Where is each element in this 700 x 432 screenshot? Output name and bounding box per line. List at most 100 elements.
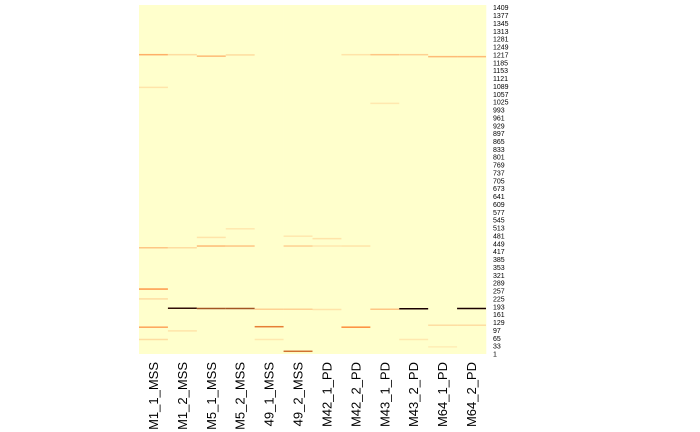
heatmap-column-4: [225, 5, 255, 354]
heatmap-column-8: [341, 5, 371, 354]
x-axis-tick-labels: M1_1_MSS M1_2_MSS M5_1_MSS M5_2_MSS 49_1_MSS…: [146, 362, 479, 430]
heatmap-cell: [196, 245, 226, 247]
y-axis-tick-labels: 1336597129161193225257289321353385417449…: [493, 5, 509, 358]
y-tick-label: 289: [493, 281, 505, 288]
y-tick-label: 833: [493, 147, 505, 154]
y-tick-label: 769: [493, 163, 505, 170]
y-tick-label: 33: [493, 344, 501, 351]
heatmap-cell: [254, 308, 284, 310]
heatmap-cell: [254, 338, 284, 341]
y-tick-label: 1217: [493, 52, 509, 59]
heatmap-cell: [457, 324, 486, 326]
y-tick-label: 577: [493, 210, 505, 217]
x-tick-label: M43_2_PD: [406, 362, 421, 427]
heatmap-cell: [457, 307, 486, 310]
heatmap-cell: [428, 324, 458, 326]
heatmap-cell: [167, 330, 197, 332]
heatmap-cell: [399, 308, 429, 310]
heatmap-column-6: [283, 5, 313, 354]
x-tick-label: M43_1_PD: [377, 362, 392, 427]
heatmap-column-10: [399, 5, 429, 354]
heatmap-cell: [283, 308, 313, 310]
x-tick-label: 49_1_MSS: [262, 362, 277, 427]
y-tick-label: 193: [493, 304, 505, 311]
heatmap-cell: [167, 307, 197, 309]
y-tick-label: 417: [493, 249, 505, 256]
heatmap-column-3: [196, 5, 227, 354]
heatmap-cell: [370, 308, 400, 310]
heatmap-cell: [370, 102, 400, 105]
heatmap-cell: [283, 245, 313, 247]
y-tick-label: 1121: [493, 76, 508, 83]
heatmap-column-11: [428, 5, 458, 354]
heatmap-cell: [283, 350, 313, 353]
heatmap-cell: [399, 338, 429, 341]
y-tick-label: 1409: [493, 5, 509, 12]
y-tick-label: 97: [493, 328, 501, 335]
y-tick-label: 737: [493, 170, 505, 177]
y-tick-label: 641: [493, 194, 505, 201]
y-tick-label: 929: [493, 123, 505, 130]
y-tick-label: 1377: [493, 13, 509, 20]
y-tick-label: 449: [493, 241, 505, 248]
heatmap-cell: [312, 245, 342, 247]
heatmap-cell: [139, 247, 168, 249]
heatmap-cells: [139, 5, 487, 354]
heatmap-cell: [428, 55, 458, 58]
y-tick-label: 705: [493, 178, 505, 185]
y-tick-label: 1313: [493, 29, 509, 36]
y-tick-label: 897: [493, 131, 505, 138]
y-tick-label: 1249: [493, 45, 509, 52]
heatmap-cell: [196, 307, 226, 310]
heatmap-cell: [196, 236, 226, 239]
heatmap-cell: [139, 86, 168, 89]
heatmap-column-9: [370, 5, 400, 354]
y-tick-label: 353: [493, 265, 505, 272]
y-tick-label: 65: [493, 336, 501, 343]
y-tick-label: 609: [493, 202, 505, 209]
x-tick-label: M5_1_MSS: [204, 362, 219, 430]
y-tick-label: 225: [493, 296, 505, 303]
x-tick-label: M42_2_PD: [348, 362, 363, 427]
y-tick-label: 1089: [493, 84, 509, 91]
heatmap-cell: [139, 338, 168, 341]
y-tick-label: 801: [493, 155, 505, 162]
heatmap-column-1: [139, 5, 169, 354]
y-tick-label: 1345: [493, 21, 509, 28]
heatmap-cell: [341, 53, 371, 56]
heatmap-column-5: [254, 5, 284, 354]
heatmap-cell: [225, 228, 255, 230]
y-tick-label: 513: [493, 226, 505, 233]
heatmap-cell: [139, 326, 168, 328]
y-tick-label: 993: [493, 108, 505, 115]
y-tick-label: 865: [493, 139, 505, 146]
heatmap-cell: [254, 325, 284, 328]
heatmap-cell: [341, 326, 371, 328]
heatmap-cell: [312, 237, 342, 240]
heatmap-cell: [225, 307, 255, 310]
y-tick-label: 1281: [493, 37, 509, 44]
y-tick-label: 1: [493, 352, 497, 359]
heatmap-cell: [139, 298, 168, 300]
y-tick-label: 673: [493, 186, 505, 193]
heatmap-column-12: [457, 5, 487, 354]
heatmap-cell: [312, 308, 342, 311]
x-tick-label: M64_1_PD: [435, 362, 450, 427]
heatmap-cell: [457, 55, 486, 58]
y-tick-label: 1185: [493, 60, 508, 67]
heatmap-cell: [167, 53, 197, 56]
y-tick-label: 321: [493, 273, 505, 280]
y-tick-label: 961: [493, 115, 505, 122]
heatmap-column-7: [312, 5, 342, 354]
x-tick-label: M42_1_PD: [319, 362, 334, 427]
x-tick-label: 49_2_MSS: [291, 362, 306, 427]
heatmap-cell: [225, 245, 255, 247]
heatmap-cell: [225, 54, 255, 56]
heatmap-cell: [283, 235, 313, 237]
y-tick-label: 1057: [493, 92, 509, 99]
heatmap-cell: [139, 288, 168, 290]
x-tick-label: M64_2_PD: [464, 362, 479, 427]
x-tick-label: M1_1_MSS: [146, 362, 161, 430]
y-tick-label: 161: [493, 312, 505, 319]
